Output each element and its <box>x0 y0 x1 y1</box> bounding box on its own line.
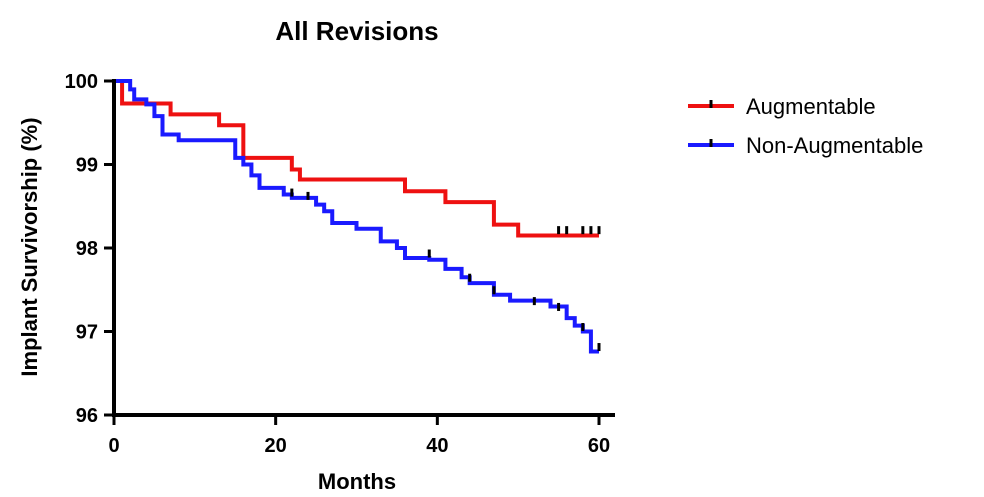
legend: Augmentable Non-Augmentable <box>688 94 923 158</box>
y-tick-label: 98 <box>76 238 98 260</box>
y-tick-label: 99 <box>76 155 98 177</box>
y-tick-label: 96 <box>76 405 98 427</box>
x-tick-label: 40 <box>426 435 448 457</box>
chart-title: All Revisions <box>275 16 438 46</box>
axes: 0 20 40 60 96 97 98 99 100 <box>65 71 615 457</box>
x-tick-label: 20 <box>265 435 287 457</box>
y-axis-label: Implant Survivorship (%) <box>17 117 42 376</box>
plot-area <box>114 79 601 354</box>
x-tick-label: 60 <box>588 435 610 457</box>
x-axis-label: Months <box>318 469 396 494</box>
legend-label: Non-Augmentable <box>746 133 923 158</box>
y-tick-label: 100 <box>65 71 98 93</box>
series-line-augmentable <box>114 79 599 238</box>
series-line-non-augmentable <box>114 79 599 354</box>
x-tick-label: 0 <box>108 435 119 457</box>
legend-label: Augmentable <box>746 94 876 119</box>
y-tick-label: 97 <box>76 322 98 344</box>
